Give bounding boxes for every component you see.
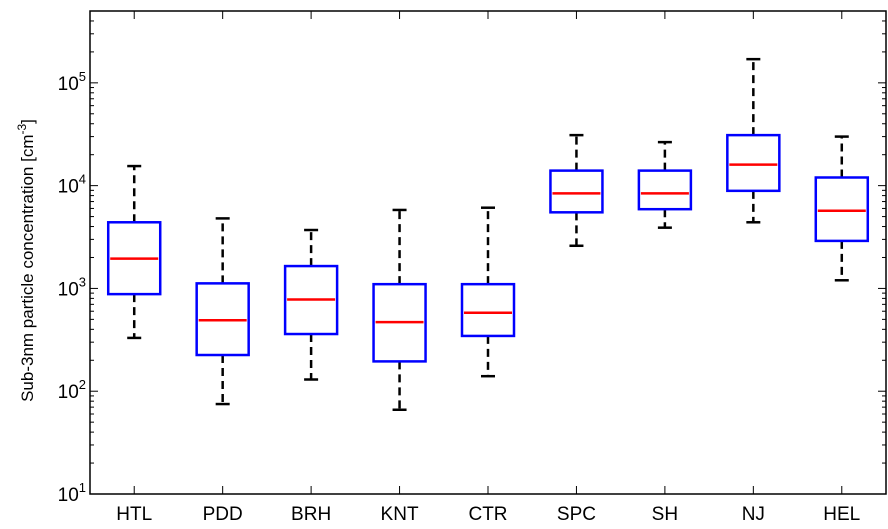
box-nj: [726, 57, 781, 224]
box-brh: [283, 228, 339, 381]
y-tick-label: 105: [58, 69, 86, 95]
axes: [89, 10, 887, 495]
box-body: [726, 133, 781, 193]
x-tick-label: PDD: [203, 504, 243, 525]
y-tick-label: 102: [58, 377, 86, 403]
box-body: [549, 169, 604, 214]
box-sh: [637, 140, 693, 229]
x-tick-label: NJ: [742, 504, 765, 525]
x-tick-label: BRH: [291, 504, 331, 525]
y-tick-label: 104: [58, 172, 86, 198]
y-tick-label: 101: [58, 480, 86, 506]
x-tick-label: SPC: [557, 504, 596, 525]
x-tick-label: HTL: [116, 504, 152, 525]
box-spc: [549, 133, 604, 248]
box-pdd: [195, 217, 250, 406]
box-knt: [372, 208, 427, 412]
x-tick-label: KNT: [381, 504, 419, 525]
labels: 101 102 103 104 105 HTL PDD BRH KNT CTR SPC SH NJ HEL…: [15, 69, 860, 525]
box-htl: [106, 164, 162, 340]
y-axis-label: Sub-3nm particle concentration [cm-3]: [15, 119, 37, 402]
x-tick-label: SH: [652, 504, 678, 525]
y-tick-label: 103: [58, 274, 86, 300]
box-body: [637, 169, 693, 211]
x-tick-label: HEL: [823, 504, 860, 525]
box-hel: [814, 135, 870, 282]
box-body: [814, 176, 870, 243]
boxes: [106, 57, 870, 412]
x-tick-label: CTR: [468, 504, 507, 525]
box-ctr: [460, 206, 516, 378]
box-body: [460, 282, 516, 338]
